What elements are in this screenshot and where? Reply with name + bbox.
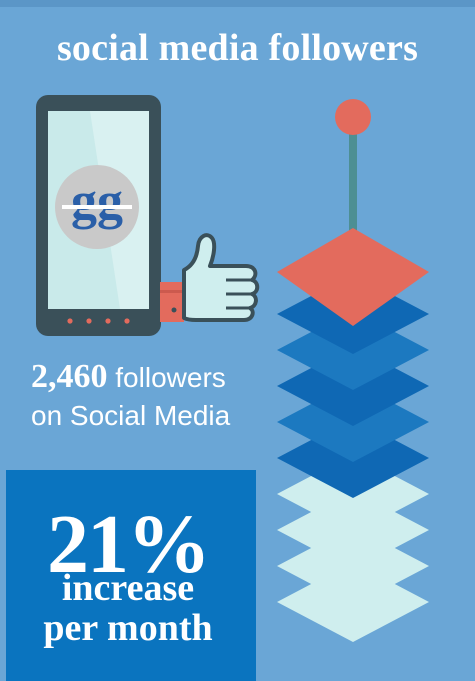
growth-caption: increase per month <box>0 568 256 648</box>
stacked-chevrons-icon <box>277 99 429 642</box>
logo-icon: gg <box>55 165 139 249</box>
thumbs-up-icon <box>160 235 257 322</box>
growth-caption-line2: per month <box>43 607 212 649</box>
followers-stat: 2,460 followers on Social Media <box>31 358 230 435</box>
followers-count: 2,460 <box>31 358 108 395</box>
growth-caption-line1: increase <box>62 567 194 609</box>
followers-sublabel: on Social Media <box>31 400 230 431</box>
logo-text: gg <box>71 173 123 230</box>
smartphone-icon: gg <box>36 95 161 336</box>
followers-label: followers <box>115 362 225 393</box>
